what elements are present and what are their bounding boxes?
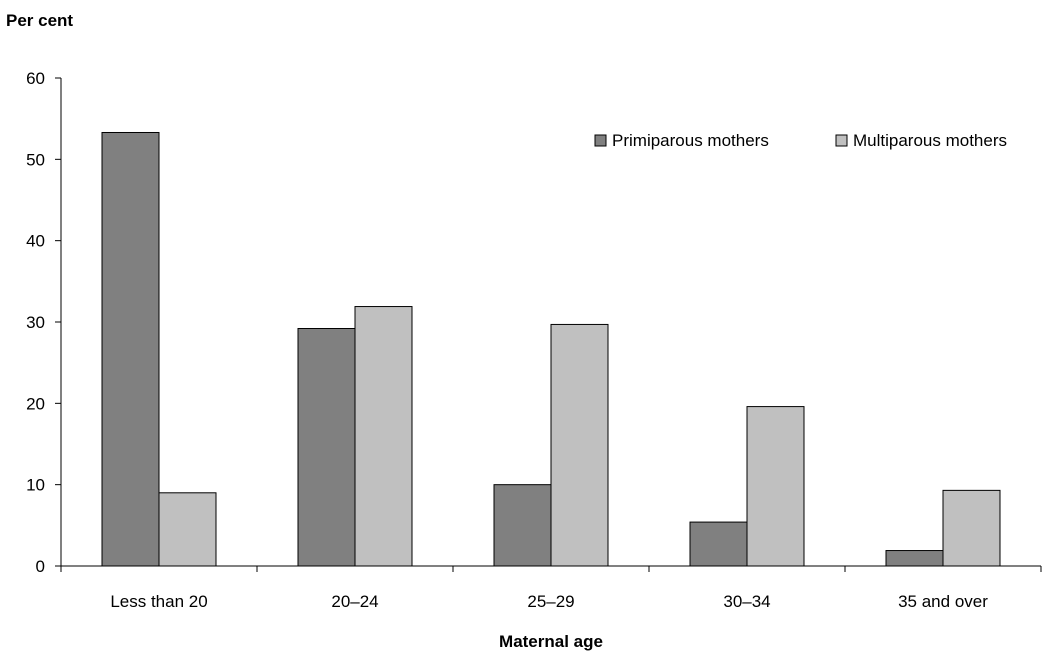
y-tick-label-60: 60 [26, 69, 45, 88]
bar-primiparous-1 [297, 328, 356, 567]
y-tick-label-50: 50 [26, 150, 45, 169]
bar-primiparous-0 [101, 131, 160, 567]
bar-primiparous-4 [885, 550, 944, 567]
legend-swatch-multiparous [835, 134, 848, 147]
y-axis-title: Per cent [6, 11, 73, 30]
axes-group: 0 10 20 30 40 50 60 Less than 20 20–24 25–29 30–34… [26, 69, 1042, 611]
y-tick-label-0: 0 [36, 557, 45, 576]
x-axis-title: Maternal age [499, 632, 603, 651]
x-tick-label-1: 20–24 [331, 592, 378, 611]
bar-primiparous-3 [689, 521, 748, 567]
bar-multiparous-1 [354, 306, 413, 567]
y-tick-label-20: 20 [26, 394, 45, 413]
y-tick-label-30: 30 [26, 313, 45, 332]
bars-group [101, 131, 1001, 567]
bar-multiparous-0 [158, 492, 217, 567]
legend-label-primiparous: Primiparous mothers [612, 131, 769, 150]
bar-multiparous-2 [550, 323, 609, 567]
y-tick-label-10: 10 [26, 476, 45, 495]
x-tick-label-0: Less than 20 [110, 592, 207, 611]
legend: Primiparous mothers Multiparous mothers [594, 131, 1007, 150]
x-tick-label-2: 25–29 [527, 592, 574, 611]
bar-primiparous-2 [493, 484, 552, 567]
bar-multiparous-3 [746, 406, 805, 567]
x-tick-label-4: 35 and over [898, 592, 988, 611]
bar-multiparous-4 [942, 489, 1001, 567]
x-tick-label-3: 30–34 [723, 592, 770, 611]
y-tick-label-40: 40 [26, 232, 45, 251]
legend-swatch-primiparous [594, 134, 607, 147]
legend-label-multiparous: Multiparous mothers [853, 131, 1007, 150]
